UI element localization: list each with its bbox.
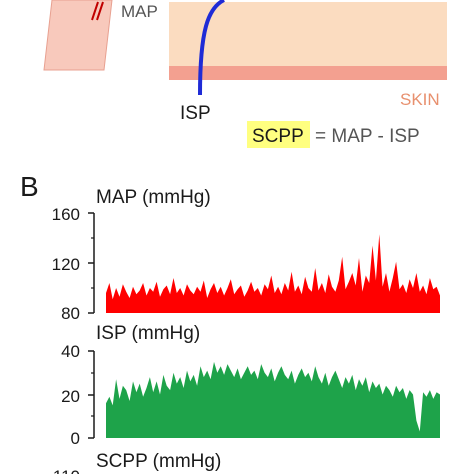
vessel-mark-1 — [91, 1, 99, 21]
isp-chart-title: ISP (mmHg) — [96, 323, 200, 344]
scpp-chart-title: SCPP (mmHg) — [96, 451, 221, 472]
map-chart: MAP (mmHg) 160 120 80 — [52, 187, 440, 323]
map-trace-area — [106, 234, 440, 313]
skin-band — [169, 66, 447, 80]
map-label: MAP — [121, 2, 158, 21]
vessel-mark-2 — [96, 1, 104, 21]
scpp-highlight — [247, 121, 310, 148]
map-ytick-120: 120 — [52, 255, 80, 274]
vessel-shape — [43, 0, 113, 71]
skin-label: SKIN — [400, 90, 440, 109]
isp-probe — [198, 0, 225, 96]
isp-label: ISP — [180, 103, 211, 124]
isp-ytick-20: 20 — [61, 387, 80, 406]
scpp-chart: SCPP (mmHg) 110 — [53, 451, 221, 474]
equation-rhs: = MAP - ISP — [315, 126, 420, 147]
map-chart-title: MAP (mmHg) — [96, 187, 211, 208]
isp-ytick-40: 40 — [61, 342, 80, 361]
isp-chart: ISP (mmHg) 40 20 0 — [61, 323, 440, 448]
map-ytick-80: 80 — [61, 304, 80, 323]
map-ytick-160: 160 — [52, 205, 80, 224]
panel-b-letter: B — [20, 171, 39, 202]
panel-a-schematic: MAP ISP SKIN SCPP = MAP - ISP — [43, 0, 447, 148]
isp-ytick-0: 0 — [71, 429, 80, 448]
equation-lhs: SCPP — [252, 126, 304, 147]
scpp-ytick-110: 110 — [53, 467, 80, 474]
tissue-block — [169, 2, 447, 66]
isp-trace-area — [106, 361, 440, 438]
